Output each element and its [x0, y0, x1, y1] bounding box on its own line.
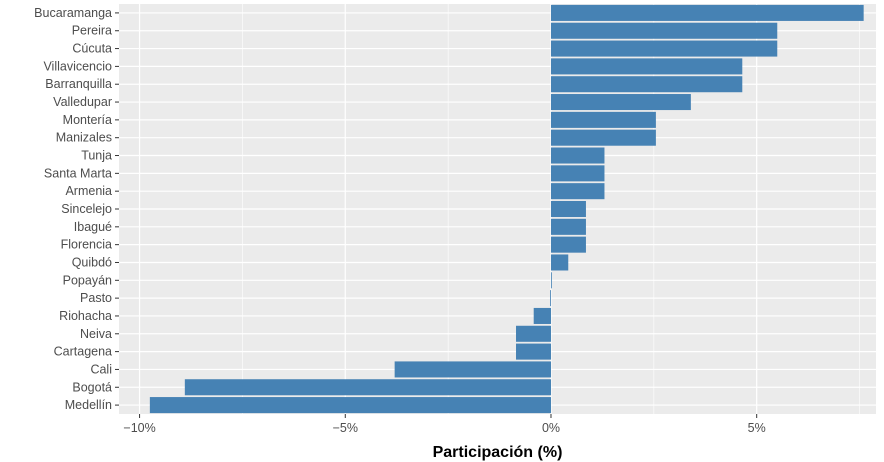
- y-tick-label: Florencia: [61, 238, 112, 252]
- y-tick-label: Barranquilla: [45, 77, 112, 91]
- y-tick-label: Quibdó: [72, 255, 112, 269]
- bar-popayán: [550, 272, 552, 289]
- y-tick-label: Riohacha: [59, 309, 112, 323]
- x-tick-label: 0%: [542, 421, 560, 435]
- y-tick-label: Neiva: [80, 327, 112, 341]
- y-tick-label: Ibagué: [74, 220, 112, 234]
- x-tick-label: 5%: [748, 421, 766, 435]
- y-tick-label: Bucaramanga: [34, 6, 112, 20]
- bar-bogotá: [184, 379, 551, 396]
- x-axis: −10% −5% 0% 5%: [123, 414, 766, 435]
- y-tick-label: Cúcuta: [72, 42, 112, 56]
- y-tick-label: Pereira: [72, 24, 112, 38]
- y-tick-label: Popayán: [63, 273, 112, 287]
- bar-florencia: [550, 236, 586, 253]
- y-axis: Bucaramanga Pereira Cúcuta Villavicencio Bar…: [34, 6, 119, 412]
- x-axis-title: Participación (%): [433, 444, 563, 461]
- bar-cartagena: [516, 343, 551, 360]
- bar-cali: [394, 361, 551, 378]
- y-tick-label: Valledupar: [53, 95, 112, 109]
- bar-sincelejo: [550, 200, 586, 218]
- bar-villavicencio: [550, 58, 743, 75]
- x-tick-label: −5%: [333, 421, 358, 435]
- y-tick-label: Santa Marta: [44, 166, 112, 180]
- y-tick-label: Villavicencio: [43, 59, 112, 73]
- y-tick-label: Manizales: [56, 131, 112, 145]
- bar-riohacha: [533, 307, 551, 324]
- bar-cúcuta: [550, 40, 778, 57]
- bar-valledupar: [550, 94, 691, 111]
- x-tick-label: −10%: [123, 421, 155, 435]
- bar-pasto: [550, 290, 551, 307]
- y-tick-label: Sincelejo: [61, 202, 112, 216]
- bar-montería: [550, 111, 656, 128]
- bar-medellín: [149, 397, 551, 414]
- bar-bucaramanga: [550, 4, 864, 21]
- y-tick-label: Cali: [90, 362, 112, 376]
- bar-armenia: [550, 183, 605, 200]
- y-tick-label: Tunja: [81, 149, 112, 163]
- bar-ibagué: [550, 218, 586, 235]
- y-tick-label: Bogotá: [72, 380, 112, 394]
- y-tick-label: Armenia: [65, 184, 112, 198]
- bar-barranquilla: [550, 76, 743, 93]
- y-tick-label: Montería: [63, 113, 112, 127]
- bar-neiva: [516, 325, 551, 342]
- bars: [149, 4, 864, 414]
- y-tick-label: Medellín: [65, 398, 112, 412]
- bar-pereira: [550, 22, 778, 39]
- y-tick-label: Cartagena: [54, 345, 112, 359]
- bar-santa-marta: [550, 165, 605, 182]
- bar-tunja: [550, 147, 605, 164]
- y-tick-label: Pasto: [80, 291, 112, 305]
- bar-quibdó: [550, 254, 569, 271]
- bar-manizales: [550, 129, 656, 146]
